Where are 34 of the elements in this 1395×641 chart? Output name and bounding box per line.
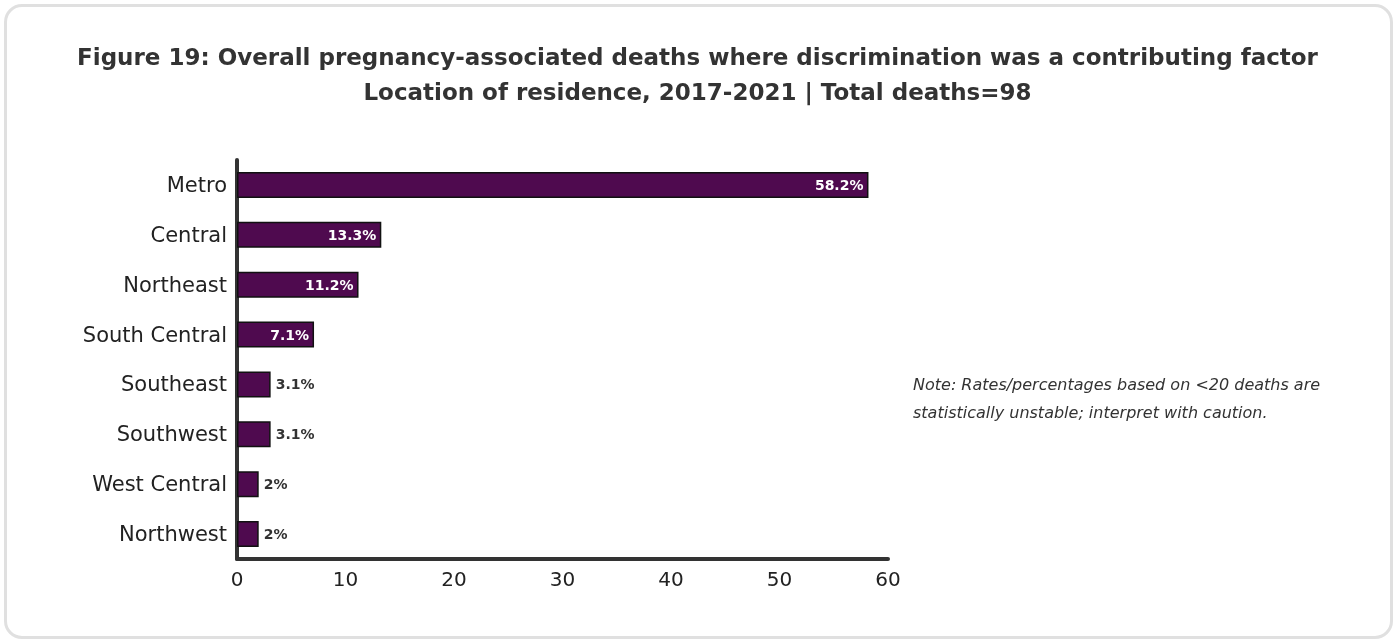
y-tick-label: Southwest bbox=[116, 422, 227, 447]
x-tick-label: 40 bbox=[658, 567, 684, 591]
y-tick-label: Northwest bbox=[118, 522, 227, 547]
bar bbox=[237, 321, 315, 348]
data-label: 7.1% bbox=[270, 326, 310, 343]
x-tick-label: 60 bbox=[875, 567, 901, 591]
bar bbox=[237, 271, 359, 298]
y-tick-label: South Central bbox=[82, 322, 227, 347]
bar bbox=[237, 171, 869, 198]
x-tick-label: 50 bbox=[766, 567, 793, 591]
data-label: 13.3% bbox=[327, 226, 377, 243]
bar bbox=[237, 521, 259, 548]
x-tick-label: 30 bbox=[549, 567, 576, 591]
chart-subtitle: Location of residence, 2017-2021 | Total deaths=98 bbox=[363, 78, 1032, 106]
text: Note: Rates/percentages based on <20 deaths are statistically unstable; interpret with caution. bbox=[913, 374, 1326, 422]
x-tick-label: 20 bbox=[441, 567, 467, 591]
y-tick-label: West Central bbox=[92, 472, 227, 497]
data-label: 3.1% bbox=[275, 376, 315, 393]
y-tick-label: Southeast bbox=[121, 372, 227, 397]
data-label: 58.2% bbox=[814, 176, 864, 193]
data-label: 3.1% bbox=[275, 426, 315, 443]
bar bbox=[237, 421, 271, 448]
bar bbox=[237, 371, 271, 398]
data-label: 2% bbox=[263, 526, 288, 543]
y-tick-label: Central bbox=[150, 222, 227, 247]
bar bbox=[237, 221, 382, 248]
x-tick-label: 10 bbox=[332, 567, 359, 591]
data-label: 2% bbox=[263, 476, 288, 493]
x-tick-label: 0 bbox=[230, 567, 244, 591]
data-label: 11.2% bbox=[304, 276, 354, 293]
bar bbox=[237, 471, 259, 498]
y-tick-label: Metro bbox=[166, 172, 227, 197]
chart-title: Figure 19: Overall pregnancy-associated deaths where discrimination was a contributing factor bbox=[77, 43, 1319, 70]
y-tick-label: Northeast bbox=[123, 272, 227, 297]
